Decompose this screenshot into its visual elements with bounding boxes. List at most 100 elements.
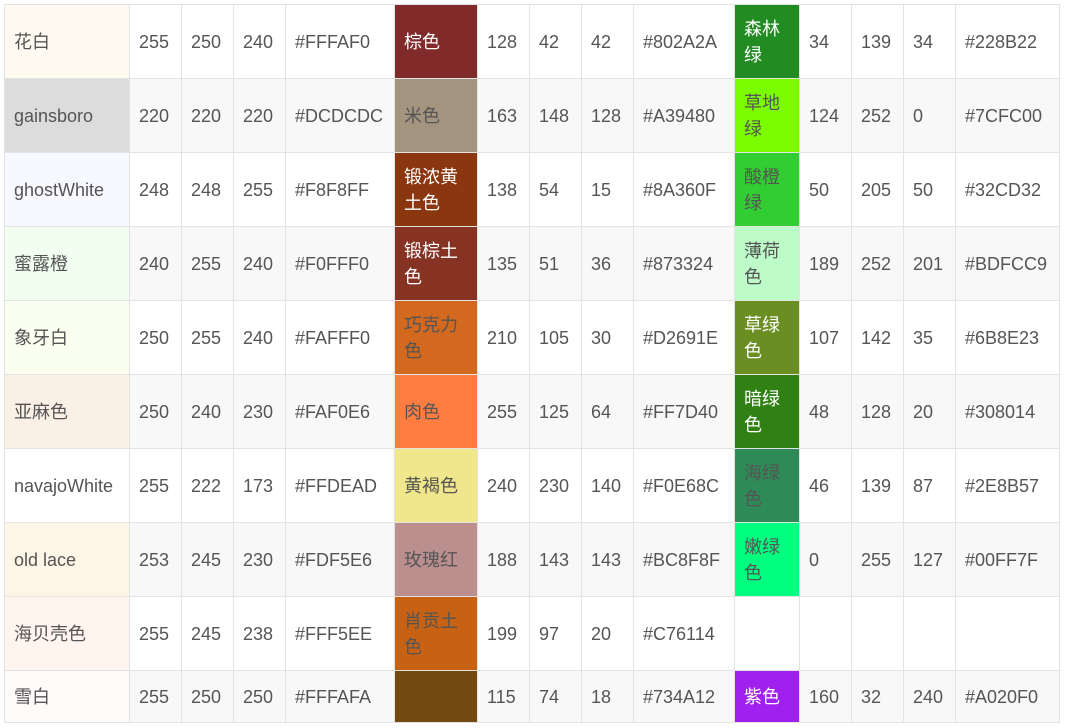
green-value: 32 bbox=[851, 670, 904, 723]
blue-value: 20 bbox=[581, 596, 634, 671]
color-name: gainsboro bbox=[4, 78, 130, 153]
red-value: 188 bbox=[477, 522, 530, 597]
color-name: 海绿色 bbox=[734, 448, 800, 523]
hex-code: #BDFCC9 bbox=[955, 226, 1060, 301]
empty-cell bbox=[799, 596, 852, 671]
color-name bbox=[394, 670, 478, 723]
red-value: 253 bbox=[129, 522, 182, 597]
hex-code: #F8F8FF bbox=[285, 152, 395, 227]
red-value: 220 bbox=[129, 78, 182, 153]
green-value: 54 bbox=[529, 152, 582, 227]
green-value: 125 bbox=[529, 374, 582, 449]
green-value: 42 bbox=[529, 4, 582, 79]
blue-value: 42 bbox=[581, 4, 634, 79]
green-value: 230 bbox=[529, 448, 582, 523]
color-name: 米色 bbox=[394, 78, 478, 153]
red-value: 107 bbox=[799, 300, 852, 375]
table-row: 亚麻色 250 240 230 #FAF0E6 肉色 255 125 64 #FF7D40 暗绿色 4… bbox=[4, 374, 1060, 449]
empty-cell bbox=[851, 596, 904, 671]
green-value: 148 bbox=[529, 78, 582, 153]
hex-code: #FFFAFA bbox=[285, 670, 395, 723]
color-name: 玫瑰红 bbox=[394, 522, 478, 597]
blue-value: 87 bbox=[903, 448, 956, 523]
color-name: 暗绿色 bbox=[734, 374, 800, 449]
hex-code: #802A2A bbox=[633, 4, 735, 79]
red-value: 138 bbox=[477, 152, 530, 227]
color-name: 锻棕土色 bbox=[394, 226, 478, 301]
green-value: 51 bbox=[529, 226, 582, 301]
red-value: 255 bbox=[477, 374, 530, 449]
blue-value: 250 bbox=[233, 670, 286, 723]
green-value: 220 bbox=[181, 78, 234, 153]
hex-code: #A020F0 bbox=[955, 670, 1060, 723]
color-name: 薄荷色 bbox=[734, 226, 800, 301]
red-value: 255 bbox=[129, 670, 182, 723]
blue-value: 240 bbox=[233, 226, 286, 301]
blue-value: 0 bbox=[903, 78, 956, 153]
color-name: 亚麻色 bbox=[4, 374, 130, 449]
hex-code: #A39480 bbox=[633, 78, 735, 153]
blue-value: 15 bbox=[581, 152, 634, 227]
color-table-body: 花白 255 250 240 #FFFAF0 棕色 128 42 42 #802A2A 森林绿 34 1… bbox=[4, 4, 1060, 723]
color-name: 森林绿 bbox=[734, 4, 800, 79]
green-value: 240 bbox=[181, 374, 234, 449]
hex-code: #2E8B57 bbox=[955, 448, 1060, 523]
green-value: 97 bbox=[529, 596, 582, 671]
color-table: 花白 255 250 240 #FFFAF0 棕色 128 42 42 #802A2A 森林绿 34 1… bbox=[4, 4, 1060, 723]
blue-value: 255 bbox=[233, 152, 286, 227]
red-value: 48 bbox=[799, 374, 852, 449]
color-name: 雪白 bbox=[4, 670, 130, 723]
red-value: 50 bbox=[799, 152, 852, 227]
red-value: 160 bbox=[799, 670, 852, 723]
blue-value: 140 bbox=[581, 448, 634, 523]
color-name: 嫩绿色 bbox=[734, 522, 800, 597]
green-value: 255 bbox=[181, 300, 234, 375]
blue-value: 173 bbox=[233, 448, 286, 523]
blue-value: 238 bbox=[233, 596, 286, 671]
blue-value: 230 bbox=[233, 374, 286, 449]
blue-value: 240 bbox=[903, 670, 956, 723]
green-value: 252 bbox=[851, 226, 904, 301]
red-value: 163 bbox=[477, 78, 530, 153]
blue-value: 220 bbox=[233, 78, 286, 153]
blue-value: 64 bbox=[581, 374, 634, 449]
red-value: 250 bbox=[129, 374, 182, 449]
blue-value: 34 bbox=[903, 4, 956, 79]
hex-code: #308014 bbox=[955, 374, 1060, 449]
table-row: gainsboro 220 220 220 #DCDCDC 米色 163 148 128 #A39… bbox=[4, 78, 1060, 153]
table-row: 海贝壳色 255 245 238 #FFF5EE 肖贡土色 199 97 20 #C76114 bbox=[4, 596, 1060, 671]
color-name: 象牙白 bbox=[4, 300, 130, 375]
green-value: 74 bbox=[529, 670, 582, 723]
green-value: 222 bbox=[181, 448, 234, 523]
color-name: 蜜露橙 bbox=[4, 226, 130, 301]
blue-value: 230 bbox=[233, 522, 286, 597]
color-name: 棕色 bbox=[394, 4, 478, 79]
hex-code: #7CFC00 bbox=[955, 78, 1060, 153]
red-value: 199 bbox=[477, 596, 530, 671]
green-value: 252 bbox=[851, 78, 904, 153]
color-name: 草绿色 bbox=[734, 300, 800, 375]
blue-value: 240 bbox=[233, 4, 286, 79]
green-value: 255 bbox=[851, 522, 904, 597]
green-value: 250 bbox=[181, 670, 234, 723]
green-value: 245 bbox=[181, 522, 234, 597]
red-value: 115 bbox=[477, 670, 530, 723]
hex-code: #FDF5E6 bbox=[285, 522, 395, 597]
green-value: 139 bbox=[851, 448, 904, 523]
hex-code: #8A360F bbox=[633, 152, 735, 227]
red-value: 135 bbox=[477, 226, 530, 301]
table-row: ghostWhite 248 248 255 #F8F8FF 锻浓黄土色 138 54 15 #8… bbox=[4, 152, 1060, 227]
hex-code: #228B22 bbox=[955, 4, 1060, 79]
blue-value: 36 bbox=[581, 226, 634, 301]
color-name: ghostWhite bbox=[4, 152, 130, 227]
red-value: 189 bbox=[799, 226, 852, 301]
empty-cell bbox=[903, 596, 956, 671]
color-name: 锻浓黄土色 bbox=[394, 152, 478, 227]
blue-value: 127 bbox=[903, 522, 956, 597]
color-name: 草地绿 bbox=[734, 78, 800, 153]
green-value: 205 bbox=[851, 152, 904, 227]
hex-code: #32CD32 bbox=[955, 152, 1060, 227]
red-value: 240 bbox=[129, 226, 182, 301]
hex-code: #DCDCDC bbox=[285, 78, 395, 153]
color-name: 巧克力色 bbox=[394, 300, 478, 375]
